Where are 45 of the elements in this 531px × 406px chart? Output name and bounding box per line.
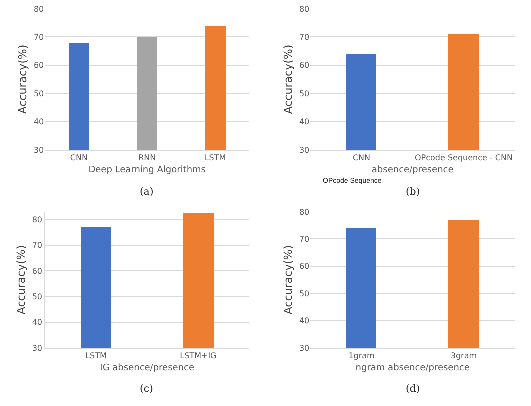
text: (c) xyxy=(140,384,154,395)
x-axis-title: ngram absence/presence xyxy=(356,363,470,374)
y-axis-title: Accuracy(%) xyxy=(16,44,30,114)
y-tick-label: 40 xyxy=(34,118,44,127)
y-tick-label: 30 xyxy=(32,344,43,353)
y-tick-label: 60 xyxy=(299,61,310,70)
text: (d) xyxy=(406,384,420,395)
y-tick-label: 70 xyxy=(34,33,44,42)
y-tick-label: 50 xyxy=(299,289,310,298)
x-axis-title: absence/presence xyxy=(372,165,454,176)
y-tick-label: 50 xyxy=(299,89,310,98)
y-tick-label: 50 xyxy=(32,292,43,302)
text: (b) xyxy=(406,187,420,198)
x-tick-label: 3gram xyxy=(450,352,478,361)
y-tick-label: 80 xyxy=(299,4,310,14)
y-tick-label: 30 xyxy=(299,146,310,155)
y-tick-label: 60 xyxy=(34,61,44,70)
y-tick-label: 40 xyxy=(32,318,43,328)
y-axis-title: Accuracy(%) xyxy=(15,245,28,315)
y-tick-label: 70 xyxy=(299,235,310,244)
y-tick-label: 70 xyxy=(299,33,310,42)
x-tick-label: RNN xyxy=(138,154,156,163)
x-tick-label: LSTM+IG xyxy=(180,352,217,361)
y-tick-label: 40 xyxy=(299,118,310,127)
y-tick-label: 50 xyxy=(34,89,44,98)
x-tick-label: LSTM xyxy=(204,154,226,163)
x-tick-label: 1gram xyxy=(348,352,376,361)
y-tick-label: 60 xyxy=(299,262,310,272)
y-tick-label: 80 xyxy=(32,216,43,224)
x-axis-title: Deep Learning Algorithms xyxy=(88,165,206,176)
y-tick-label: 80 xyxy=(34,4,44,14)
x-tick-label: LSTM xyxy=(86,352,108,361)
y-tick-label: 70 xyxy=(32,241,43,250)
y-tick-label: 60 xyxy=(32,266,43,276)
x-tick-label: CNN xyxy=(352,154,371,163)
y-axis-title: Accuracy(%) xyxy=(282,245,296,315)
y-tick-label: 30 xyxy=(34,146,44,155)
y-tick-label: 80 xyxy=(299,208,310,217)
text: (a) xyxy=(140,187,154,198)
x-tick-label: OPcode Sequence - CNN xyxy=(414,154,513,163)
y-axis-title: Accuracy(%) xyxy=(282,44,296,114)
y-tick-label: 40 xyxy=(299,316,310,326)
y-tick-label: 30 xyxy=(299,344,310,353)
x-tick-label: CNN xyxy=(70,154,88,163)
x-axis-title: IG absence/presence xyxy=(100,363,195,374)
